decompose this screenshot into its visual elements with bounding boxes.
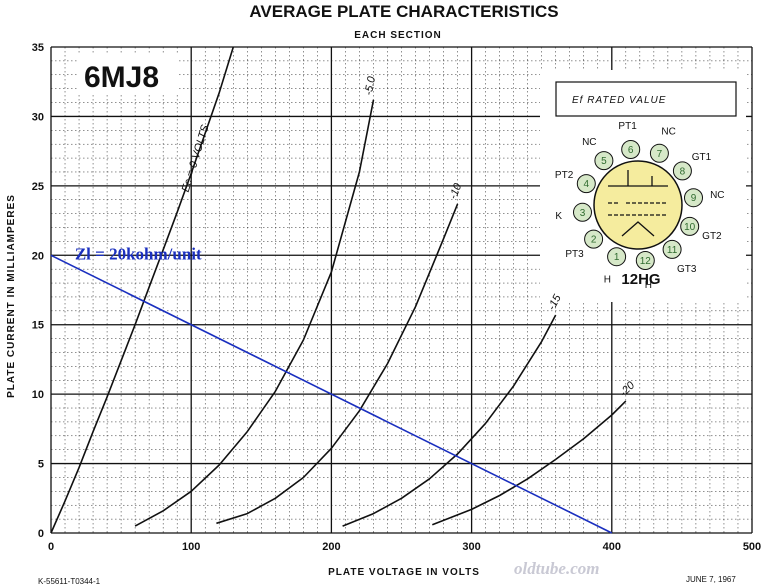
basing-pin-label: GT1 xyxy=(692,152,712,163)
y-axis-label: PLATE CURRENT IN MILLIAMPERES xyxy=(6,194,17,398)
basing-pin-label: NC xyxy=(661,127,675,138)
tube-type-label: 6MJ8 xyxy=(84,61,159,94)
y-tick-label: 35 xyxy=(32,42,44,54)
load-line-label: Zl = 20kohm/unit xyxy=(75,244,202,263)
plate-curves xyxy=(50,46,627,534)
x-axis-label: PLATE VOLTAGE IN VOLTS xyxy=(328,567,480,578)
chart-subtitle: EACH SECTION xyxy=(354,30,442,41)
basing-pin-label: H xyxy=(604,274,611,285)
basing-pin-number: 1 xyxy=(614,252,620,263)
basing-pin-number: 11 xyxy=(667,245,678,256)
basing-pin-number: 3 xyxy=(580,208,586,219)
y-tick-label: 30 xyxy=(32,111,44,123)
basing-pin-circle xyxy=(684,188,703,208)
y-tick-label: 10 xyxy=(32,389,44,401)
basing-diagram: Ef RATED VALUE 1H2PT33K4PT25NC6PT17NC8GT… xyxy=(540,70,746,302)
basing-pin-label: NC xyxy=(710,190,724,201)
basing-pin-number: 12 xyxy=(640,256,652,267)
basing-pin-circle xyxy=(607,247,627,267)
basing-pin-label: GT2 xyxy=(702,231,722,242)
x-tick-label: 500 xyxy=(743,541,761,553)
basing-pin-number: 8 xyxy=(680,166,686,177)
load-line-group: Zl = 20kohm/unit xyxy=(50,244,613,534)
basing-pin-label: NC xyxy=(582,137,596,148)
tube-electrodes xyxy=(608,170,668,237)
basing-pin-number: 10 xyxy=(684,222,696,233)
basing-pin-circle xyxy=(584,229,604,249)
y-tick-label: 20 xyxy=(32,250,44,262)
x-tick-label: 200 xyxy=(322,541,340,553)
x-tick-labels: 0 100 200 300 400 500 xyxy=(48,541,761,553)
basing-pin-label: PT2 xyxy=(555,170,574,181)
plate-curve-label: -10 xyxy=(447,181,464,201)
drawing-date: JUNE 7, 1967 xyxy=(686,575,736,584)
plate-curve-label: -5.0 xyxy=(363,75,379,97)
load-line xyxy=(50,254,613,534)
drawing-code: K-55611-T0344-1 xyxy=(38,577,101,586)
basing-pin-circle xyxy=(635,251,655,270)
x-tick-label: 0 xyxy=(48,541,54,553)
basing-pin-circle xyxy=(576,174,596,194)
basing-pin-circle xyxy=(672,161,692,181)
basing-pin-circle xyxy=(594,151,614,171)
ef-box-label: Ef RATED VALUE xyxy=(572,95,666,106)
basing-pin-number: 5 xyxy=(601,156,607,167)
basing-pin-label: PT3 xyxy=(565,249,584,260)
basing-pin-circle xyxy=(649,143,669,163)
basing-pin-label: K xyxy=(555,211,562,222)
y-tick-label: 15 xyxy=(32,320,44,332)
x-tick-label: 400 xyxy=(603,541,621,553)
chart-title: AVERAGE PLATE CHARACTERISTICS xyxy=(249,2,558,21)
basing-pin-number: 2 xyxy=(591,235,597,246)
plate-curve xyxy=(216,203,459,525)
basing-pin-circle xyxy=(573,202,592,222)
basing-pin-label: GT3 xyxy=(677,264,697,275)
plate-curve xyxy=(432,400,627,526)
y-tick-label: 0 xyxy=(38,528,44,540)
watermark: oldtube.com xyxy=(514,559,599,578)
y-tick-labels: 0 5 10 15 20 25 30 35 xyxy=(32,42,44,540)
basing-pin-label: PT1 xyxy=(618,121,637,132)
tube-envelope xyxy=(593,160,683,250)
basing-pin-number: 4 xyxy=(584,179,590,190)
basing-pin-circle xyxy=(662,239,682,259)
x-tick-label: 300 xyxy=(462,541,480,553)
basing-pin-number: 7 xyxy=(657,149,663,160)
plate-curve xyxy=(342,314,557,527)
y-tick-label: 5 xyxy=(38,459,44,471)
plate-curve xyxy=(50,46,235,534)
x-tick-label: 100 xyxy=(182,541,200,553)
y-tick-label: 25 xyxy=(32,181,44,193)
tube-type-backdrop xyxy=(78,54,178,94)
basing-pin-number: 6 xyxy=(628,145,634,156)
basing-pin-circle xyxy=(621,140,641,159)
base-code-label: 12HG xyxy=(621,271,660,288)
basing-pin-number: 9 xyxy=(691,193,697,204)
basing-pin-label: H xyxy=(645,280,652,291)
ef-box xyxy=(555,81,737,117)
basing-pin-circle xyxy=(680,216,700,236)
plate-curve xyxy=(134,99,375,527)
